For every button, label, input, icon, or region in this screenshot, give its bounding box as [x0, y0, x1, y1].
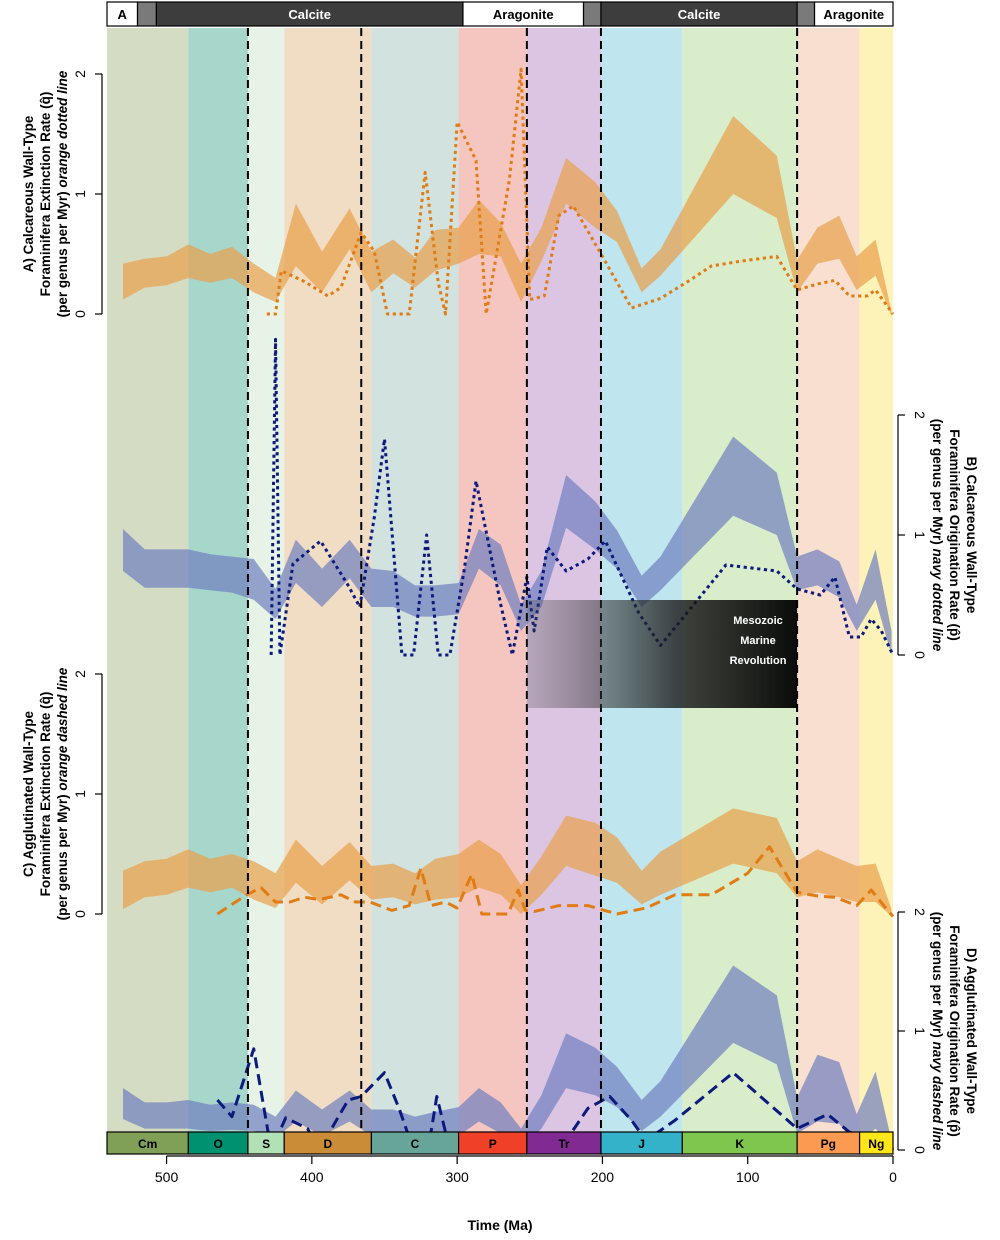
- y-axis-title-line: (per genus per Myr) navy dotted line: [930, 419, 945, 652]
- sea-segment: [462, 1, 585, 27]
- rate-band-panel-d: [122, 965, 892, 1150]
- mmr-label-line: Revolution: [730, 655, 787, 667]
- y-axis-title-line: B) Calcareous Wall-Type: [964, 457, 979, 614]
- y-tick-label: 1: [912, 1027, 928, 1035]
- period-label: J: [638, 1137, 645, 1151]
- sea-segment: [813, 1, 894, 27]
- sea-segment: [796, 1, 816, 27]
- y-axis-title-line: Foraminifera Extinction Rate (q̂): [38, 92, 53, 297]
- period-label: D: [323, 1137, 332, 1151]
- sea-label: A: [118, 7, 128, 22]
- sea-segment: [136, 1, 157, 27]
- y-axis-title-panel-a: A) Calcareous Wall-Type Foraminifera Exti…: [21, 70, 70, 317]
- mass-extinction-lines: [246, 28, 799, 1152]
- x-tick-label: 200: [591, 1169, 615, 1185]
- x-axis-title: Time (Ma): [467, 1217, 532, 1233]
- rate-band-panel-c: [122, 808, 892, 917]
- y-axis-title-line: Foraminifera Extinction Rate (q̂): [38, 692, 53, 897]
- y-tick-label: 0: [912, 1146, 928, 1154]
- y-tick-label: 0: [72, 310, 88, 318]
- period-band-cm: [107, 28, 189, 1152]
- y-axis-title-line: A) Calcareous Wall-Type: [21, 115, 36, 272]
- period-label: Pg: [821, 1137, 836, 1151]
- sea-label: Aragonite: [493, 7, 554, 22]
- geologic-period-bar: Cm O S D C P Tr J K Pg Ng: [106, 1131, 894, 1155]
- period-label: Tr: [558, 1137, 570, 1151]
- x-tick-label: 400: [300, 1169, 324, 1185]
- y-axis-title-line: (per genus per Myr) orange dashed line: [55, 667, 70, 920]
- x-tick-label: 300: [445, 1169, 469, 1185]
- y-axis-title-line: (per genus per Myr) navy dashed line: [930, 912, 945, 1151]
- x-tick-label: 0: [889, 1169, 897, 1185]
- mmr-label-line: Mesozoic: [733, 615, 783, 627]
- x-axis: Time (Ma) 500 400 300 200 100 0: [155, 1155, 897, 1233]
- rate-band-panel-b: [122, 436, 892, 655]
- y-tick-label: 0: [912, 651, 928, 659]
- period-label: S: [262, 1137, 270, 1151]
- y-axis-title-panel-c: C) Agglutinated Wall-Type Foraminifera Ex…: [21, 667, 70, 920]
- y-tick-label: 2: [72, 670, 88, 678]
- sea-label: Calcite: [288, 7, 331, 22]
- y-tick-label: 1: [72, 790, 88, 798]
- sea-label: Aragonite: [823, 7, 884, 22]
- y-tick-label: 2: [912, 908, 928, 916]
- period-label: K: [735, 1137, 744, 1151]
- period-label: O: [213, 1137, 222, 1151]
- period-label: Cm: [138, 1137, 157, 1151]
- x-tick-label: 500: [155, 1169, 179, 1185]
- period-label: P: [489, 1137, 497, 1151]
- y-axis-title-line: D) Agglutinated Wall-Type: [964, 948, 979, 1114]
- mesozoic-marine-revolution-annotation: Mesozoic Marine Revolution: [526, 600, 798, 708]
- x-tick-label: 100: [736, 1169, 760, 1185]
- period-label: Ng: [868, 1137, 884, 1151]
- ocean-chemistry-bar: A Calcite Aragonite Calcite Aragonite: [106, 1, 894, 27]
- y-axis-title-line: C) Agglutinated Wall-Type: [21, 711, 36, 877]
- mmr-box: [526, 600, 798, 708]
- y-tick-label: 2: [912, 411, 928, 419]
- sea-segment: [582, 1, 602, 27]
- sea-label: Calcite: [678, 7, 721, 22]
- y-tick-label: 1: [912, 531, 928, 539]
- y-axis-title-line: (per genus per Myr) orange dotted line: [55, 70, 70, 317]
- y-tick-label: 2: [72, 70, 88, 78]
- rate-line-panel-a: [266, 67, 895, 316]
- sea-segment: [600, 1, 798, 27]
- y-tick-label: 1: [72, 190, 88, 198]
- mmr-label-line: Marine: [740, 635, 775, 647]
- sea-segment: [106, 1, 139, 27]
- rate-line-panel-b: [269, 337, 895, 657]
- period-label: C: [411, 1137, 420, 1151]
- y-axis-title-line: Foraminifera Origination Rate (p̂): [947, 925, 962, 1137]
- y-tick-label: 0: [72, 910, 88, 918]
- rate-band-panel-a: [122, 116, 892, 317]
- y-axis-title-line: Foraminifera Origination Rate (p̂): [947, 429, 962, 641]
- period-box-ng: [858, 1131, 894, 1155]
